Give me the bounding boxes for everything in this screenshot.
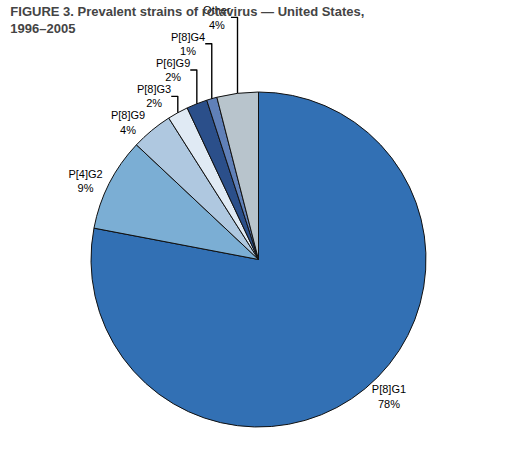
svg-text:P[8]G94%: P[8]G94% bbox=[111, 109, 145, 135]
svg-text:P[4]G29%: P[4]G29% bbox=[68, 168, 102, 194]
svg-text:P[8]G178%: P[8]G178% bbox=[372, 383, 406, 409]
svg-text:Other4%: Other4% bbox=[203, 4, 231, 30]
svg-text:P[6]G92%: P[6]G92% bbox=[156, 57, 190, 83]
svg-text:FIGURE 3. Prevalent strains of: FIGURE 3. Prevalent strains of rotavirus… bbox=[10, 4, 364, 36]
svg-text:P[8]G32%: P[8]G32% bbox=[137, 83, 171, 109]
svg-text:P[8]G41%: P[8]G41% bbox=[171, 31, 205, 57]
